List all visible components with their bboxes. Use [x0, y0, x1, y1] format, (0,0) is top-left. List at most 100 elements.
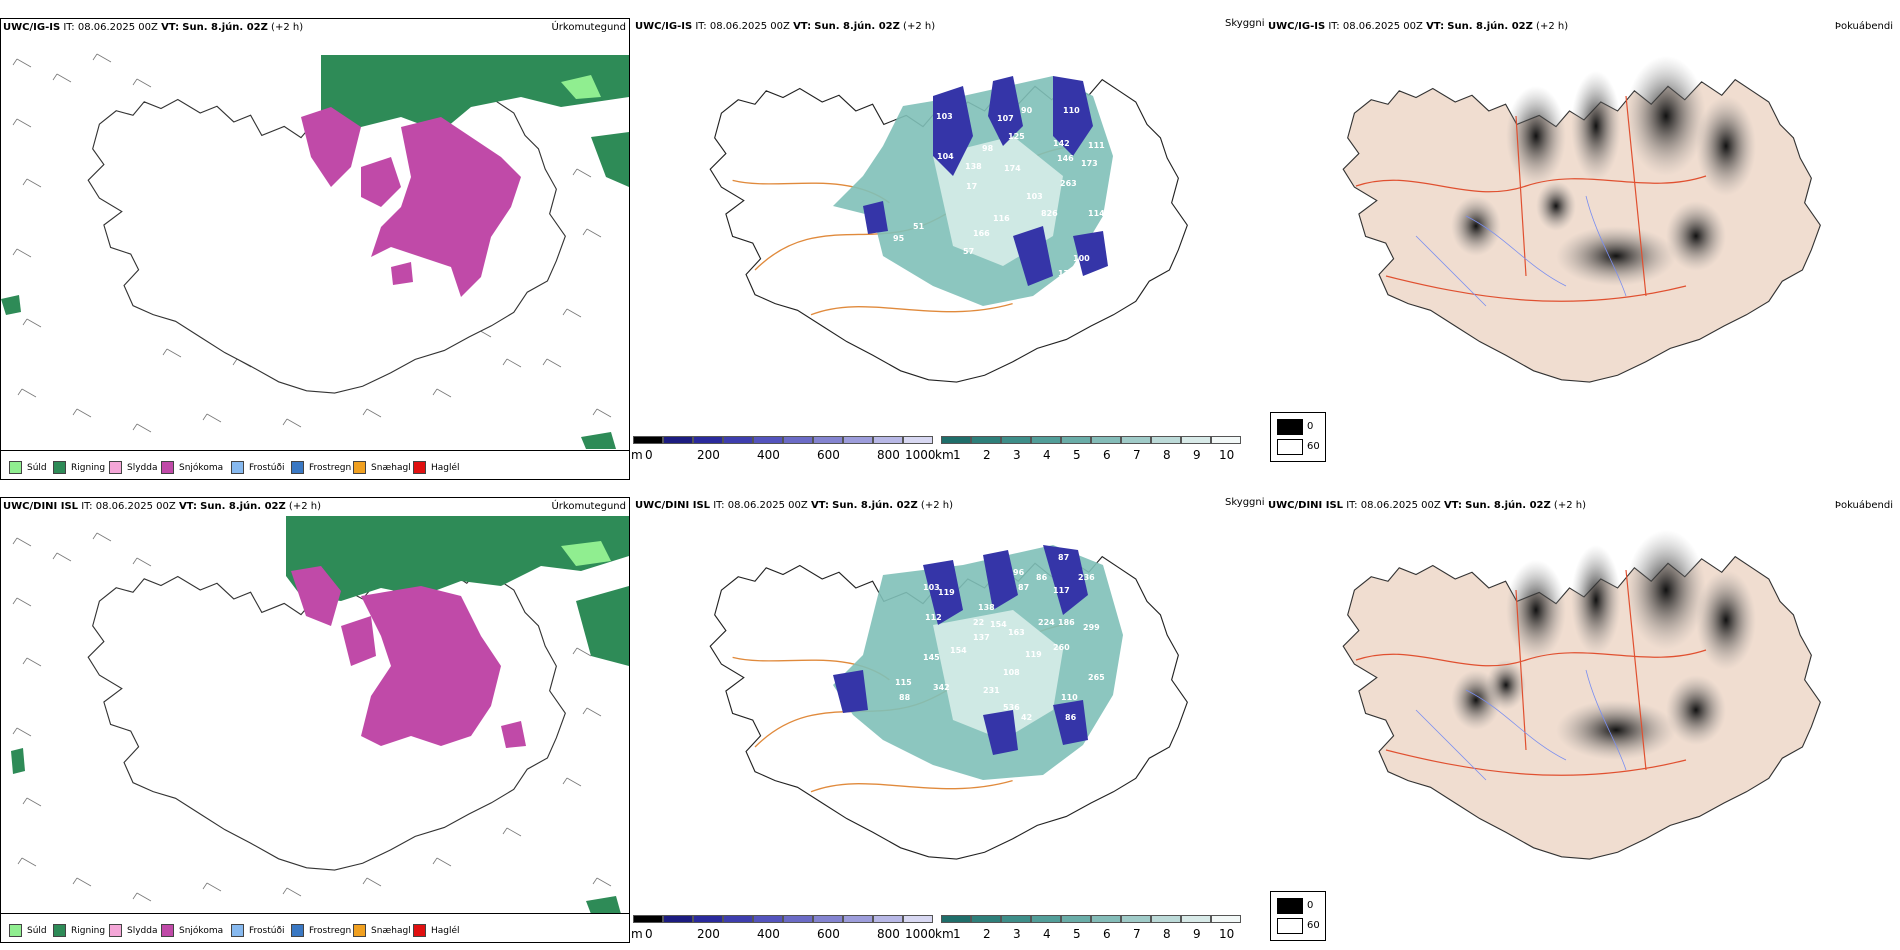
svg-text:166: 166: [973, 229, 990, 238]
svg-text:154: 154: [950, 646, 967, 655]
precip-legend: Súld Rigning Slydda Snjókoma Frostúði Fr…: [1, 913, 629, 942]
svg-text:174: 174: [1004, 164, 1021, 173]
legend-item: Frostúði: [231, 924, 284, 937]
fog-black-swatch: [1277, 898, 1303, 914]
precip-panel-dini: UWC/DINI ISL IT: 08.06.2025 00Z VT: Sun.…: [0, 497, 630, 943]
svg-text:265: 265: [1088, 673, 1105, 682]
panel-title: UWC/IG-IS IT: 08.06.2025 00Z VT: Sun. 8.…: [3, 22, 304, 33]
svg-text:87: 87: [1018, 583, 1029, 592]
panel-title: UWC/DINI ISL IT: 08.06.2025 00Z VT: Sun.…: [1268, 500, 1586, 511]
fog-map: [1342, 56, 1821, 383]
svg-text:88: 88: [899, 693, 911, 702]
legend-item: Haglél: [413, 924, 460, 937]
svg-text:299: 299: [1083, 623, 1100, 632]
fog-panel-ig-is: UWC/IG-IS IT: 08.06.2025 00Z VT: Sun. 8.…: [1266, 18, 1896, 478]
fog-white-label: 60: [1307, 920, 1320, 931]
svg-text:98: 98: [982, 144, 994, 153]
svg-text:104: 104: [937, 152, 954, 161]
legend-item: Rigning: [53, 924, 105, 937]
fog-white-label: 60: [1307, 441, 1320, 452]
svg-text:186: 186: [1058, 618, 1075, 627]
fog-black-label: 0: [1307, 900, 1314, 911]
precip-map: [11, 516, 629, 914]
svg-text:171: 171: [1058, 269, 1075, 278]
product-name: Úrkomutegund: [551, 501, 626, 512]
svg-text:138: 138: [965, 162, 982, 171]
panel-title: UWC/IG-IS IT: 08.06.2025 00Z VT: Sun. 8.…: [635, 21, 936, 32]
rivers: [1415, 669, 1627, 781]
fog-map: [1342, 530, 1821, 860]
svg-text:173: 173: [1081, 159, 1098, 168]
legend-item: Snæhagl: [353, 461, 411, 474]
rain-area: [1, 55, 629, 449]
svg-text:163: 163: [1008, 628, 1025, 637]
legend-item: Snjókoma: [161, 924, 223, 937]
snow-area: [291, 566, 526, 748]
product-name: Þokuábendi: [1834, 21, 1893, 32]
svg-text:96: 96: [1013, 568, 1025, 577]
svg-text:145: 145: [923, 653, 940, 662]
visibility-m-field: [833, 545, 1088, 755]
svg-text:263: 263: [1060, 179, 1077, 188]
svg-text:115: 115: [895, 678, 912, 687]
svg-text:110: 110: [1063, 106, 1080, 115]
visibility-values: 87 96 103 86 117 236 119 87 112 138 22 1…: [895, 553, 1105, 722]
legend-item: Frostregn: [291, 461, 351, 474]
road-network: [1355, 95, 1707, 302]
fog-white-swatch: [1277, 918, 1303, 934]
svg-text:125: 125: [1008, 132, 1025, 141]
fog-white-swatch: [1277, 439, 1303, 455]
fog-legend: 0 60: [1270, 412, 1326, 462]
svg-text:114: 114: [1088, 209, 1105, 218]
visibility-km-colorbar: km 1 2 3 4 5 6 7 8 9 10: [935, 436, 1241, 466]
visibility-map: 103 107 90 110 104 98 142 125 146 173 13…: [709, 76, 1188, 383]
fog-black-swatch: [1277, 419, 1303, 435]
legend-item: Frostregn: [291, 924, 351, 937]
svg-text:116: 116: [993, 214, 1010, 223]
rain-area: [11, 516, 629, 914]
visibility-m-colorbar: m 0 200 400 600 800 1000: [631, 436, 936, 466]
legend-item: Snæhagl: [353, 924, 411, 937]
svg-text:42: 42: [1021, 713, 1032, 722]
visibility-panel-dini: UWC/DINI ISL IT: 08.06.2025 00Z VT: Sun.…: [631, 497, 1265, 943]
svg-text:110: 110: [1061, 693, 1078, 702]
svg-text:236: 236: [1078, 573, 1095, 582]
panel-title: UWC/DINI ISL IT: 08.06.2025 00Z VT: Sun.…: [3, 501, 321, 512]
svg-text:103: 103: [936, 112, 953, 121]
legend-item: Haglél: [413, 461, 460, 474]
svg-text:90: 90: [1021, 106, 1033, 115]
svg-text:107: 107: [997, 114, 1014, 123]
svg-text:224: 224: [1038, 618, 1055, 627]
svg-text:154: 154: [990, 620, 1007, 629]
svg-text:138: 138: [978, 603, 995, 612]
panel-title: UWC/IG-IS IT: 08.06.2025 00Z VT: Sun. 8.…: [1268, 21, 1569, 32]
road-network: [1355, 569, 1707, 776]
svg-text:231: 231: [983, 686, 1000, 695]
visibility-km-field: [833, 545, 1123, 780]
visibility-values: 103 107 90 110 104 98 142 125 146 173 13…: [893, 106, 1105, 278]
fog-shading: [1451, 530, 1756, 760]
svg-text:146: 146: [1057, 154, 1074, 163]
visibility-m-field: [863, 76, 1108, 286]
rivers: [1415, 195, 1627, 307]
svg-text:22: 22: [973, 618, 984, 627]
snow-area: [301, 107, 521, 297]
legend-item: Frostúði: [231, 461, 284, 474]
product-name: Skyggni: [1225, 497, 1265, 508]
legend-item: Slydda: [109, 461, 157, 474]
svg-text:137: 137: [973, 633, 990, 642]
visibility-km-colorbar: km 1 2 3 4 5 6 7 8 9 10: [935, 915, 1241, 943]
svg-text:119: 119: [938, 588, 955, 597]
svg-text:17: 17: [966, 182, 977, 191]
svg-text:112: 112: [925, 613, 942, 622]
legend-item: Slydda: [109, 924, 157, 937]
svg-text:87: 87: [1058, 553, 1069, 562]
fog-shading: [1451, 56, 1756, 286]
legend-item: Snjókoma: [161, 461, 223, 474]
svg-text:260: 260: [1053, 643, 1070, 652]
visibility-m-colorbar: m 0 200 400 600 800 1000: [631, 915, 936, 943]
svg-text:86: 86: [1036, 573, 1048, 582]
svg-text:95: 95: [893, 234, 905, 243]
svg-text:51: 51: [913, 222, 925, 231]
svg-text:536: 536: [1003, 703, 1020, 712]
